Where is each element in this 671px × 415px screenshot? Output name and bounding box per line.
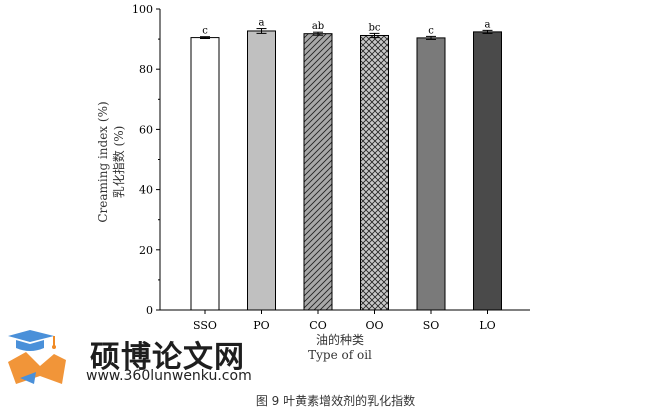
watermark-logo — [8, 330, 66, 384]
y-tick-label: 40 — [139, 184, 153, 197]
bar-po — [247, 30, 276, 311]
x-axis-title-cn: 油的种类 — [316, 332, 364, 347]
x-tick-label: SO — [423, 319, 440, 332]
y-tick-label: 80 — [139, 63, 153, 76]
y-axis-title-en: Creaming index (%) — [96, 101, 110, 222]
x-axis-title-en: Type of oil — [308, 348, 372, 362]
figure-caption: 图 9 叶黄素增效剂的乳化指数 — [255, 394, 416, 408]
y-tick-label: 100 — [132, 3, 153, 16]
y-axis-title-cn: 乳化指数 (%) — [111, 126, 126, 199]
bar-lo — [473, 31, 502, 311]
y-tick-label: 60 — [139, 123, 153, 136]
x-tick-label: OO — [365, 319, 383, 332]
bar-co — [303, 33, 333, 311]
bar-sso — [190, 37, 220, 311]
significance-label: a — [485, 19, 491, 30]
x-tick-label: CO — [309, 319, 326, 332]
significance-label: ab — [312, 21, 324, 32]
x-tick-label: LO — [479, 319, 495, 332]
bar-oo — [360, 34, 389, 311]
graduation-cap-icon — [8, 330, 66, 384]
x-tick-label: SSO — [193, 319, 217, 332]
y-tick-label: 0 — [146, 304, 153, 317]
watermark-url: www.360lunwenku.com — [86, 368, 252, 384]
significance-label: c — [428, 25, 434, 36]
significance-label: a — [259, 18, 265, 29]
watermark-site-name: 硕博论文网 — [90, 340, 245, 375]
significance-label: bc — [368, 22, 380, 33]
significance-label: c — [202, 26, 208, 37]
bar-so — [416, 37, 446, 311]
x-tick-label: PO — [253, 319, 269, 332]
y-tick-label: 20 — [139, 244, 153, 257]
plot-area: 0 20 40 60 80 100 c SSO a PO ab CO bc OO c SO a LO — [132, 3, 530, 332]
